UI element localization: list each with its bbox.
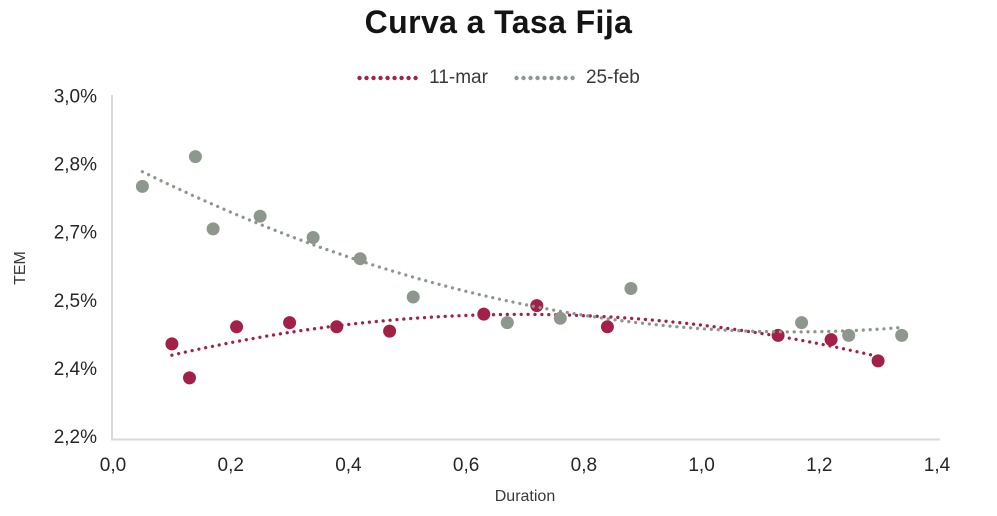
x-tick-label: 1,4 (924, 455, 951, 476)
x-tick-label: 1,2 (806, 455, 832, 476)
legend: 11-mar 25-feb (0, 66, 997, 90)
data-point-25-feb (624, 282, 638, 295)
y-tick-label: 2,8% (54, 155, 97, 176)
x-tick-label: 0,4 (335, 455, 362, 476)
data-point-11-mar (165, 337, 179, 351)
chart-title: Curva a Tasa Fija (364, 4, 633, 40)
trendline-25-feb (140, 170, 904, 334)
legend-item-25-feb: 25-feb (514, 67, 640, 89)
data-point-25-feb (406, 290, 420, 304)
y-tick-label: 3,0% (54, 87, 97, 108)
data-point-11-mar (383, 324, 397, 338)
data-point-25-feb (795, 316, 809, 330)
x-tick-label: 1,0 (688, 455, 714, 476)
data-point-25-feb (188, 150, 202, 164)
data-point-11-mar (477, 307, 491, 321)
data-point-25-feb (895, 328, 909, 342)
y-axis-title: TEM (12, 251, 29, 285)
data-point-11-mar (600, 320, 614, 334)
data-point-25-feb (500, 316, 514, 330)
data-point-25-feb (353, 252, 367, 266)
data-point-25-feb (842, 328, 856, 342)
data-point-25-feb (306, 231, 320, 244)
legend-dotted-line-icon (514, 75, 576, 81)
y-tick-label: 2,4% (54, 359, 97, 380)
data-point-11-mar (824, 333, 838, 347)
data-point-11-mar (871, 354, 885, 368)
legend-item-11-mar: 11-mar (357, 67, 488, 89)
legend-label: 25-feb (585, 67, 640, 88)
data-point-11-mar (230, 320, 244, 334)
y-tick-label: 2,2% (54, 427, 97, 448)
y-tick-label: 2,5% (54, 291, 97, 312)
data-point-25-feb (553, 311, 567, 325)
legend-label: 11-mar (429, 67, 488, 88)
data-point-11-mar (330, 320, 344, 334)
x-axis-title: Duration (495, 488, 555, 505)
x-tick-label: 0,8 (571, 455, 597, 476)
trendline-11-mar (170, 312, 880, 359)
x-tick-label: 0,2 (218, 455, 244, 476)
data-point-25-feb (206, 222, 220, 236)
data-point-11-mar (283, 316, 297, 330)
data-point-11-mar (183, 371, 196, 385)
y-tick-label: 2,7% (54, 223, 97, 244)
x-tick-label: 0,6 (453, 455, 479, 476)
data-point-25-feb (135, 179, 149, 193)
x-tick-label: 0,0 (100, 455, 126, 476)
data-point-25-feb (253, 209, 267, 223)
legend-dotted-line-icon (357, 75, 419, 81)
